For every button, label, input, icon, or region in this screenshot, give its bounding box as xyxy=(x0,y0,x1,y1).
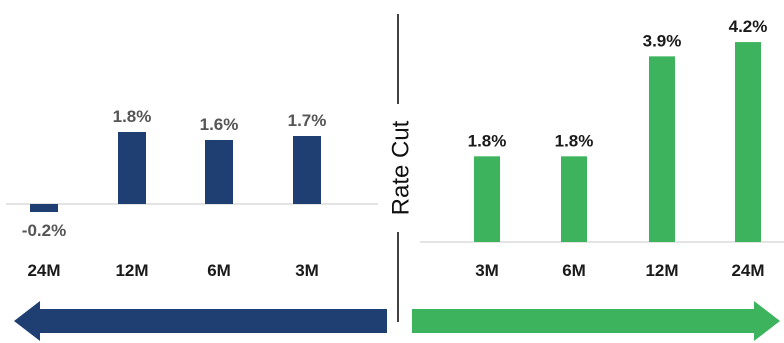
data-label: 1.6% xyxy=(200,115,239,134)
tick-label: 24M xyxy=(731,261,764,280)
data-label: 1.8% xyxy=(113,107,152,126)
bar-12m xyxy=(118,132,146,204)
data-label: 1.8% xyxy=(555,131,594,150)
bar-24m xyxy=(735,42,761,242)
data-label: 1.7% xyxy=(288,111,327,130)
tick-label: 12M xyxy=(645,261,678,280)
tick-label: 12M xyxy=(115,261,148,280)
tick-label: 3M xyxy=(475,261,499,280)
bar-24m xyxy=(30,204,58,212)
left-arrow xyxy=(14,301,387,341)
rate-cut-divider: Rate Cut xyxy=(388,14,415,322)
tick-label: 6M xyxy=(562,261,586,280)
right-arrow xyxy=(412,301,780,341)
left-panel: -0.2% 24M 1.8% 12M 1.6% 6M 1.7% 3M xyxy=(6,107,387,341)
bar-6m xyxy=(561,156,587,242)
data-label: 3.9% xyxy=(643,31,682,50)
bar-6m xyxy=(205,140,233,204)
bar-3m xyxy=(293,136,321,204)
bar-12m xyxy=(649,56,675,242)
divider-label: Rate Cut xyxy=(388,120,415,215)
tick-label: 24M xyxy=(27,261,60,280)
bar-3m xyxy=(474,156,500,242)
tick-label: 3M xyxy=(295,261,319,280)
data-label: -0.2% xyxy=(22,221,66,240)
data-label: 1.8% xyxy=(468,131,507,150)
data-label: 4.2% xyxy=(729,17,768,36)
right-panel: 1.8% 3M 1.8% 6M 3.9% 12M 4.2% 24M xyxy=(412,17,784,341)
tick-label: 6M xyxy=(207,261,231,280)
